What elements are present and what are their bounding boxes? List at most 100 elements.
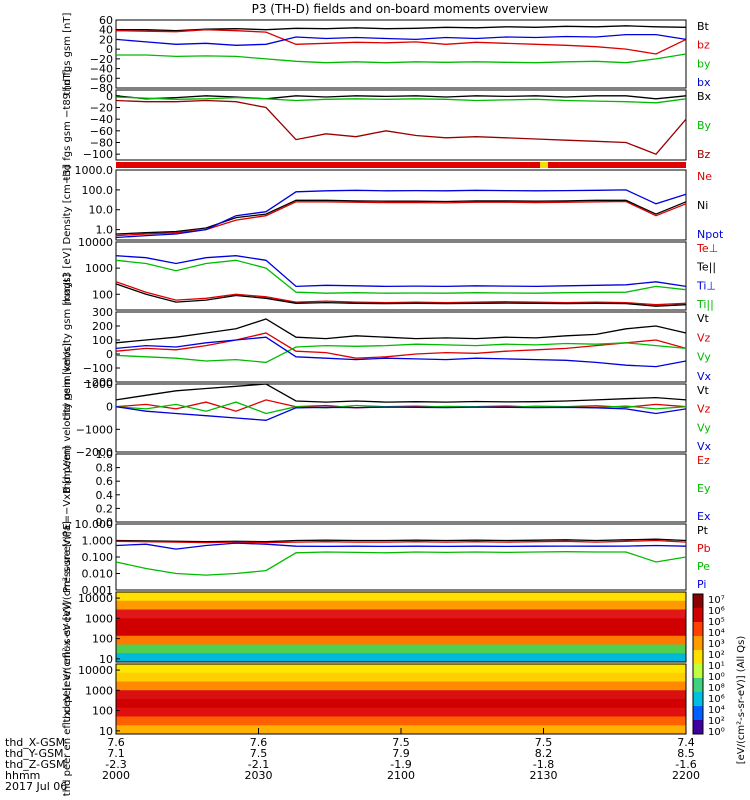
y-tick-label: 10000 (78, 664, 113, 677)
legend-entry: Ey (697, 482, 711, 495)
x-tick-label: 2000 (102, 769, 130, 782)
legend-entry: Ti⊥ (696, 279, 716, 292)
footer-date: 2017 Jul 06 (5, 780, 67, 793)
heatmap-band (116, 672, 686, 682)
y-tick-label: 20 (99, 33, 113, 46)
legend-entry: Pi (697, 578, 706, 591)
heatmap-band (116, 664, 686, 674)
legend-entry: Vt (697, 312, 710, 325)
legend-entry: Vy (697, 351, 711, 364)
figure-title: P3 (TH-D) fields and on-board moments ov… (252, 2, 549, 16)
panel-frame (115, 169, 687, 241)
y-axis-label: Pressure [nPa] (62, 521, 73, 593)
colorbar-tick-label: 10¹ (708, 661, 725, 672)
series-line (116, 53, 687, 64)
y-tick-label: 1.0 (96, 448, 114, 461)
colorbar-segment (693, 594, 703, 609)
y-tick-label: 1000 (85, 684, 113, 697)
x-tick-label: -1.8 (533, 758, 554, 771)
x-tick-label: -2.3 (105, 758, 126, 771)
y-axis-label: thd peem velocity gsm [km/s] (62, 343, 73, 493)
y-tick-label: 1.000 (82, 535, 114, 548)
y-axis-label: Density [cm−3] (62, 165, 73, 244)
y-axis-label: E=−VxB [mV/m] (62, 446, 73, 529)
heatmap-band (116, 653, 686, 663)
y-tick-label: −20 (90, 102, 113, 115)
legend-entry: Npot (697, 228, 724, 241)
series-line (115, 542, 687, 550)
colorbar-segment (693, 608, 703, 623)
colorbar-tick-label: 10² (708, 716, 725, 727)
y-axis-label: magt3 [eV] (62, 248, 73, 305)
y-tick-label: 10 (99, 653, 113, 666)
legend-entry: Pe (697, 560, 710, 573)
y-tick-label: 100 (92, 334, 113, 347)
y-axis-label: thd peer en eflux eV [eV/(cm²-s-sr-eV)] (62, 602, 73, 796)
colorbar-tick-label: 10⁶ (708, 606, 725, 617)
legend-entry: Pb (697, 542, 711, 555)
colorbar-tick-label: 10⁵ (708, 617, 725, 628)
footer-row-label: thd_X-GSM (5, 736, 65, 749)
series-line (115, 200, 687, 237)
legend-entry: Bt (697, 20, 710, 33)
y-tick-label: 100 (92, 705, 113, 718)
status-bar (116, 162, 686, 168)
panel-frame (115, 453, 687, 523)
panel-7: 1.00.80.60.40.20.0 E=−VxB [mV/m] Ez Ey Ex (62, 446, 711, 529)
y-tick-label: 1000 (85, 262, 113, 275)
y-tick-label: −100 (83, 362, 113, 375)
y-tick-label: 10000 (78, 592, 113, 605)
legend-entry: Vz (697, 331, 711, 344)
y-axis-label: thd fgs gsm [nT] (62, 13, 73, 96)
series-line (116, 25, 687, 32)
y-tick-label: 1000.0 (75, 164, 114, 177)
colorbar-segment (693, 720, 703, 735)
colorbar-segment (693, 650, 703, 665)
colorbar-frame (692, 593, 704, 735)
x-tick-label: 2030 (245, 769, 273, 782)
series-line (115, 255, 687, 288)
y-tick-label: 10.000 (75, 518, 114, 531)
x-tick-label: 7.6 (107, 736, 125, 749)
legend-entry: bx (697, 76, 711, 89)
y-tick-label: 0.6 (96, 475, 114, 488)
x-tick-label: -1.9 (390, 758, 411, 771)
colorbar-segment (693, 692, 703, 707)
legend-entry: By (697, 119, 712, 132)
x-tick-label: 7.4 (677, 736, 695, 749)
y-tick-label: 60 (99, 14, 113, 27)
y-tick-label: 10000 (78, 236, 113, 249)
legend-entry: Ti|| (696, 298, 714, 311)
legend-entry: Bx (697, 90, 712, 103)
legend-entry: bz (697, 39, 710, 52)
x-tick-label: 7.9 (392, 747, 410, 760)
legend-entry: Vz (697, 403, 711, 416)
heatmap-band (116, 707, 686, 717)
y-tick-label: 1.0 (96, 224, 114, 237)
y-tick-label: 0.0 (96, 516, 114, 529)
panel-3: 1000.0 100.0 10.0 1.0 Density [cm−3] Ne Ni Npot (62, 164, 724, 244)
series-line (115, 383, 687, 403)
legend-entry: Ex (697, 510, 711, 523)
heatmap-band (116, 681, 686, 691)
y-tick-label: −1000 (76, 423, 113, 436)
y-tick-label: 10.0 (89, 204, 114, 217)
colorbar-tick-label: 10⁰ (708, 672, 725, 683)
x-tick-label: -1.6 (675, 758, 696, 771)
x-tick-label: 7.1 (107, 747, 125, 760)
colorbar-tick-label: 10⁷ (708, 595, 725, 606)
colorbar-segment (693, 706, 703, 721)
colorbar-segment (693, 664, 703, 679)
y-axis-label: thd peim velocity gsm [km/s] (62, 274, 73, 421)
panel-frame (115, 591, 687, 663)
y-tick-label: 0 (106, 348, 113, 361)
colorbar: 10⁷10⁶10⁵10⁴10³10²10¹10⁰10⁸10⁶10⁴10²10⁰[… (692, 593, 747, 764)
series-line (115, 538, 687, 543)
y-tick-label: 40 (99, 24, 113, 37)
y-tick-label: 0.010 (82, 568, 114, 581)
y-tick-label: 0 (106, 401, 113, 414)
